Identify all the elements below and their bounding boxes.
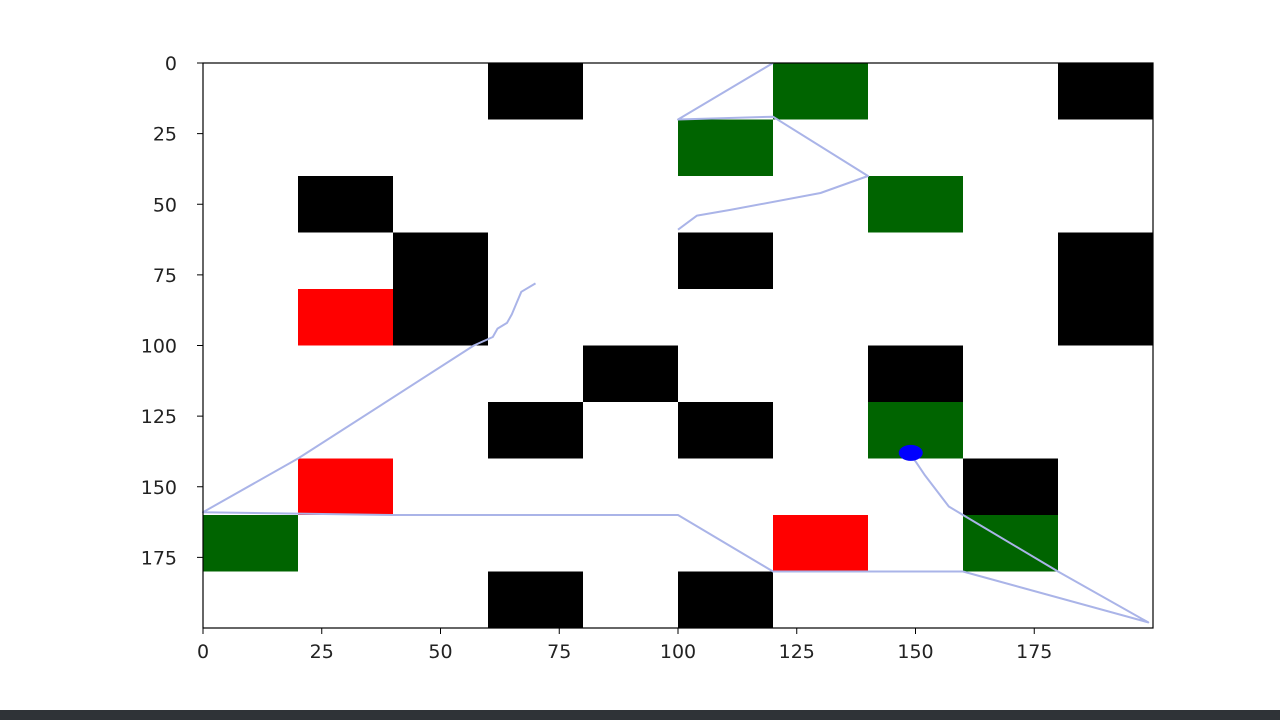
obstacle-cell bbox=[678, 571, 773, 628]
goal-cell bbox=[203, 515, 298, 572]
x-axis: 0 25 50 75 100 125 150 175 bbox=[197, 628, 1052, 663]
y-tick-label: 150 bbox=[141, 477, 177, 499]
trajectory-layer bbox=[202, 62, 1150, 624]
obstacle-cell bbox=[1058, 63, 1153, 120]
obstacle-cell bbox=[1058, 232, 1153, 289]
x-tick-label: 0 bbox=[197, 641, 209, 663]
x-tick-label: 100 bbox=[660, 641, 696, 663]
y-tick-label: 50 bbox=[153, 194, 177, 216]
obstacle-cell bbox=[393, 232, 488, 289]
y-tick-label: 125 bbox=[141, 406, 177, 428]
x-tick-label: 25 bbox=[310, 641, 334, 663]
obstacle-cell bbox=[488, 402, 583, 459]
x-tick-label: 50 bbox=[428, 641, 452, 663]
goal-cell bbox=[678, 119, 773, 176]
y-tick-label: 100 bbox=[141, 336, 177, 358]
window-bottom-bar bbox=[0, 710, 1280, 720]
goal-cell bbox=[868, 176, 963, 233]
obstacle-cell bbox=[678, 232, 773, 289]
y-tick-label: 25 bbox=[153, 124, 177, 146]
hazard-cell bbox=[298, 458, 393, 515]
x-tick-label: 175 bbox=[1016, 641, 1052, 663]
x-tick-label: 125 bbox=[779, 641, 815, 663]
trajectory-line bbox=[677, 62, 869, 231]
obstacle-cell bbox=[868, 345, 963, 402]
obstacle-cell bbox=[488, 63, 583, 120]
y-tick-label: 175 bbox=[141, 547, 177, 569]
x-tick-label: 150 bbox=[897, 641, 933, 663]
obstacle-cell bbox=[678, 402, 773, 459]
obstacle-cell bbox=[393, 289, 488, 346]
y-tick-label: 75 bbox=[153, 265, 177, 287]
y-axis: 0 25 50 75 100 125 150 175 bbox=[141, 53, 203, 569]
hazard-cell bbox=[298, 289, 393, 346]
agent-marker bbox=[898, 444, 923, 461]
x-tick-label: 75 bbox=[547, 641, 571, 663]
obstacle-cell bbox=[488, 571, 583, 628]
grid-cells bbox=[203, 63, 1153, 628]
trajectory-line bbox=[202, 282, 1150, 624]
obstacle-cell bbox=[1058, 289, 1153, 346]
agent-layer bbox=[898, 444, 923, 461]
hazard-cell bbox=[773, 515, 868, 572]
goal-cell bbox=[773, 63, 868, 120]
obstacle-cell bbox=[963, 458, 1058, 515]
obstacle-cell bbox=[298, 176, 393, 233]
y-tick-label: 0 bbox=[165, 53, 177, 75]
obstacle-cell bbox=[583, 345, 678, 402]
